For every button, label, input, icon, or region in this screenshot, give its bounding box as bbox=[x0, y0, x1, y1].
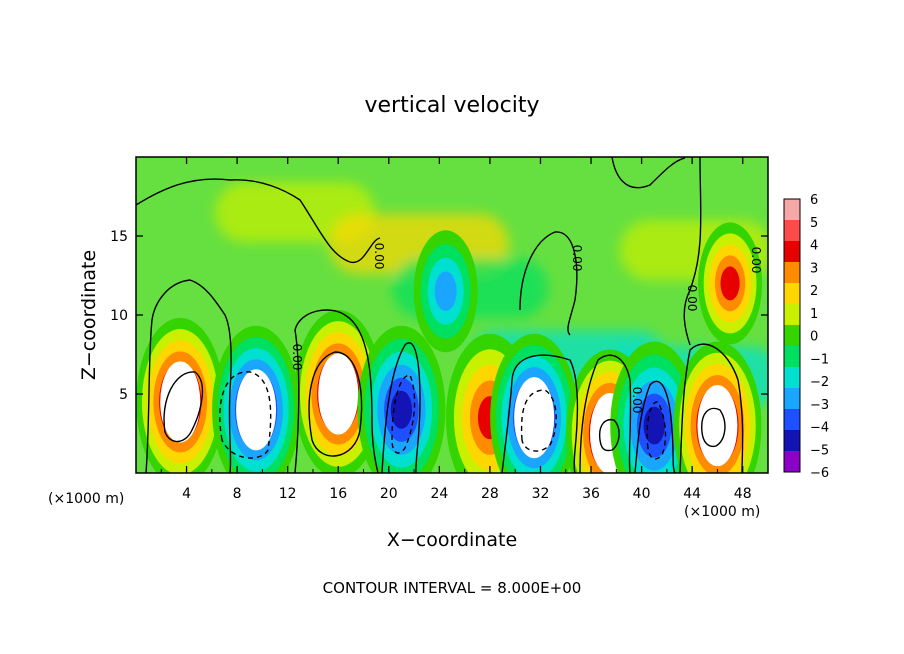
contour-interval-note: CONTOUR INTERVAL = 8.000E+00 bbox=[323, 579, 582, 597]
contour-label: 0.00 bbox=[685, 285, 699, 312]
velocity-cells bbox=[136, 222, 763, 473]
colorbar-frame bbox=[783, 198, 801, 473]
x-tick-label: 28 bbox=[481, 486, 499, 502]
y-tick-label: 5 bbox=[119, 387, 128, 403]
cell-core bbox=[514, 377, 555, 459]
colorbar-tick-label: 5 bbox=[810, 216, 818, 231]
cell-core bbox=[318, 353, 359, 435]
x-tick-label: 48 bbox=[734, 486, 752, 502]
x-tick-label: 40 bbox=[633, 486, 651, 502]
colorbar-tick-label: −6 bbox=[810, 466, 829, 481]
x-axis-ticks: 4 8 12 16 20 24 28 32 36 40 44 48 bbox=[160, 157, 752, 502]
colorbar-tick-label: 0 bbox=[810, 330, 818, 345]
cell-shade bbox=[643, 406, 665, 445]
plot-area: 0.00 0.00 0.00 0.00 0.00 0.00 bbox=[136, 157, 768, 473]
x-tick-label: 8 bbox=[233, 486, 242, 502]
x-tick-label: 20 bbox=[380, 486, 398, 502]
velocity-cell bbox=[673, 341, 762, 473]
cell-shade bbox=[390, 390, 413, 429]
velocity-cell bbox=[610, 341, 699, 473]
x-unit-note-right: (×1000 m) bbox=[684, 504, 760, 520]
y-tick-label: 10 bbox=[110, 308, 128, 324]
colorbar-swatch bbox=[784, 325, 800, 347]
colorbar-tick-label: 6 bbox=[810, 193, 818, 208]
colorbar-swatch bbox=[784, 409, 800, 431]
colorbar-swatch bbox=[784, 388, 800, 410]
colorbar-tick-label: −2 bbox=[810, 375, 829, 390]
colorbar-swatch bbox=[784, 283, 800, 305]
colorbar-tick-label: −5 bbox=[810, 443, 829, 458]
velocity-cell bbox=[212, 325, 301, 473]
x-tick-label: 16 bbox=[329, 486, 347, 502]
zero-contour-lower bbox=[145, 279, 744, 473]
y-axis-ticks: 5 10 15 bbox=[110, 229, 768, 403]
contour-label: 0.00 bbox=[290, 344, 304, 371]
contour-labels: 0.00 0.00 0.00 0.00 0.00 0.00 bbox=[290, 243, 763, 414]
contour-label: 0.00 bbox=[372, 243, 386, 270]
x-tick-label: 12 bbox=[279, 486, 297, 502]
colorbar-swatch bbox=[784, 199, 800, 221]
colorbar-tick-label: −1 bbox=[810, 352, 829, 367]
velocity-cell bbox=[136, 317, 225, 473]
x-tick-label: 24 bbox=[430, 486, 448, 502]
colorbar-swatch bbox=[784, 220, 800, 242]
contour-label: 0.00 bbox=[570, 245, 584, 272]
colorbar-tick-label: −4 bbox=[810, 421, 829, 436]
colorbar-swatch bbox=[784, 367, 800, 389]
x-unit-note-left: (×1000 m) bbox=[48, 491, 124, 507]
chart-title: vertical velocity bbox=[364, 93, 539, 118]
x-axis-label: X−coordinate bbox=[387, 529, 517, 551]
cell-shade bbox=[434, 271, 457, 312]
colorbar-swatch bbox=[784, 346, 800, 368]
y-tick-label: 15 bbox=[110, 229, 128, 245]
x-tick-label: 32 bbox=[532, 486, 550, 502]
colorbar-swatch bbox=[784, 241, 800, 263]
x-tick-label: 44 bbox=[683, 486, 701, 502]
contours bbox=[136, 157, 744, 473]
x-tick-label: 36 bbox=[582, 486, 600, 502]
contour-label: 0.00 bbox=[630, 387, 644, 414]
cell-core bbox=[697, 385, 738, 467]
zero-contour-upper bbox=[136, 157, 702, 346]
y-axis-label: Z−coordinate bbox=[78, 250, 100, 380]
colorbar-tick-label: 2 bbox=[810, 284, 818, 299]
dashed-contour bbox=[219, 371, 667, 460]
colorbar-tick-label: 3 bbox=[810, 261, 818, 276]
contour-label: 0.00 bbox=[749, 247, 763, 274]
cell-core bbox=[160, 361, 201, 443]
velocity-cell bbox=[357, 325, 446, 473]
colorbar-swatch bbox=[784, 430, 800, 452]
colorbar-tick-label: 1 bbox=[810, 307, 818, 322]
colorbar-tick-label: 4 bbox=[810, 239, 818, 254]
cell-core bbox=[236, 369, 277, 451]
colorbar: 6 5 4 3 2 1 0 −1 −2 −3 −4 −5 −6 bbox=[783, 193, 829, 481]
colorbar-tick-label: −3 bbox=[810, 398, 829, 413]
velocity-cell bbox=[413, 230, 478, 353]
colorbar-swatch bbox=[784, 304, 800, 326]
velocity-cell bbox=[698, 222, 763, 345]
x-tick-label: 4 bbox=[182, 486, 191, 502]
colorbar-swatch bbox=[784, 451, 800, 473]
solid-inner-contour bbox=[163, 351, 726, 457]
cell-shade bbox=[720, 266, 740, 301]
colorbar-swatch bbox=[784, 262, 800, 284]
